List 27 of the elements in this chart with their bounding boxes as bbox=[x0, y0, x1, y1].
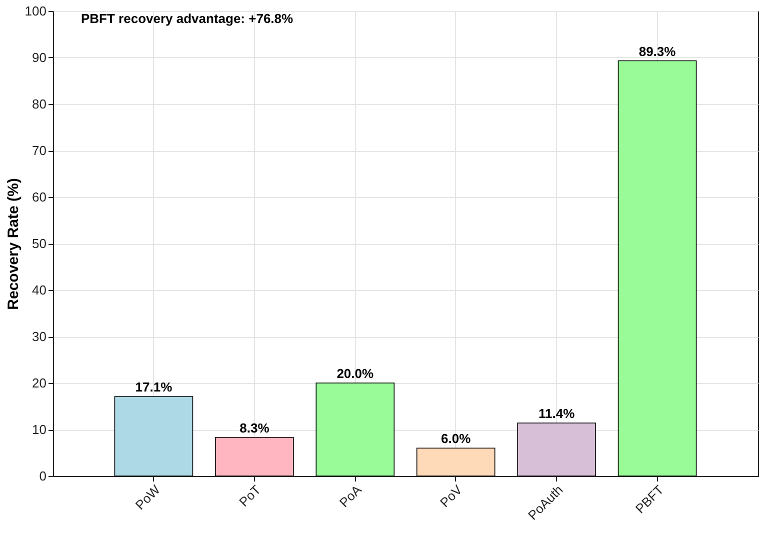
bar bbox=[114, 396, 194, 476]
y-axis-title: Recovery Rate (%) bbox=[4, 178, 22, 310]
y-tick-label: 30 bbox=[32, 329, 46, 344]
bar bbox=[416, 448, 496, 476]
y-tick-label: 100 bbox=[24, 4, 46, 18]
data-label: 11.4% bbox=[538, 406, 576, 421]
y-tick-label: 80 bbox=[32, 96, 46, 112]
y-tick-label: 10 bbox=[32, 422, 46, 437]
data-label: 8.3% bbox=[240, 420, 270, 436]
data-label: 6.0% bbox=[441, 431, 472, 446]
y-tick-label: 70 bbox=[32, 143, 46, 158]
y-tick-label: 60 bbox=[32, 190, 46, 204]
annotation: PBFT recovery advantage: +76.8% bbox=[81, 11, 294, 26]
data-label: 20.0% bbox=[336, 366, 374, 381]
x-tick-label: PoA bbox=[336, 482, 365, 510]
bar bbox=[618, 60, 697, 476]
data-label: 89.3% bbox=[638, 44, 676, 59]
y-tick-label: 40 bbox=[32, 282, 46, 298]
y-tick-label: 50 bbox=[32, 236, 46, 251]
bar bbox=[517, 422, 596, 476]
y-tick-label: 20 bbox=[32, 376, 46, 390]
x-tick-label: PoT bbox=[236, 482, 264, 510]
y-tick-label: 90 bbox=[32, 50, 46, 65]
y-tick-label: 0 bbox=[39, 468, 46, 484]
bar bbox=[215, 437, 294, 476]
data-label: 17.1% bbox=[135, 379, 173, 394]
bar bbox=[316, 382, 395, 476]
